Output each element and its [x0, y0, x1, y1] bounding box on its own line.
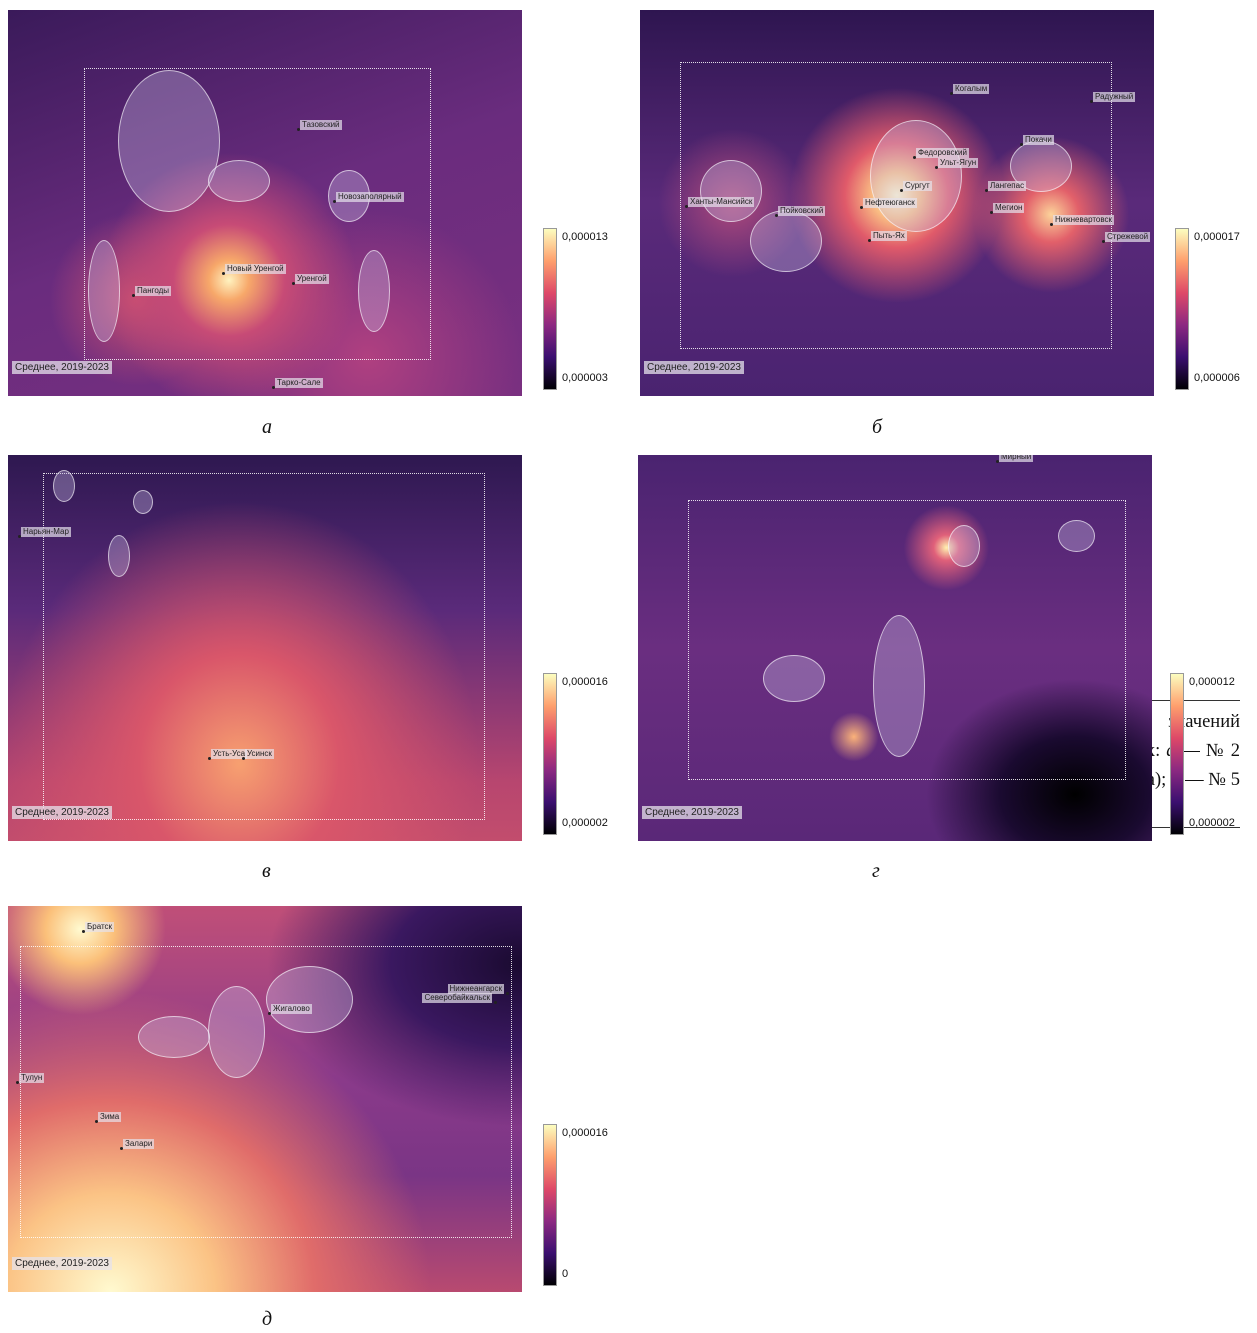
colorbar-max: 0,000012 — [1189, 676, 1235, 688]
hotspot-outline — [266, 966, 353, 1033]
colorbar — [1175, 228, 1189, 390]
city-label: Тулун — [19, 1073, 44, 1083]
city-label: Нижневартовск — [1053, 215, 1114, 225]
city-label: Пангоды — [135, 286, 171, 296]
city-label: Новый Уренгой — [225, 264, 286, 274]
colorbar — [543, 673, 557, 835]
city-label: Тазовский — [300, 120, 342, 130]
city-label: Братск — [85, 922, 114, 932]
city-label: Ульт-Ягун — [938, 158, 978, 168]
period-label: Среднее, 2019-2023 — [644, 361, 744, 374]
city-label: Ханты-Мансийск — [688, 197, 754, 207]
panel-letter: б — [872, 416, 882, 439]
hotspot-outline — [1058, 520, 1095, 552]
city-label: Нефтеюганск — [863, 198, 917, 208]
colorbar-min: 0,000006 — [1194, 372, 1240, 384]
period-label: Среднее, 2019-2023 — [642, 806, 742, 819]
hotspot-outline — [870, 120, 962, 232]
colorbar-min: 0,000002 — [562, 817, 608, 829]
study-area-frame — [20, 946, 512, 1238]
panel-letter: а — [262, 416, 272, 439]
city-label: Северобайкальск — [422, 993, 492, 1003]
colorbar — [543, 228, 557, 390]
hotspot-outline — [118, 70, 220, 212]
city-label: Когалым — [953, 84, 989, 94]
city-label: Лангепас — [988, 181, 1026, 191]
city-label: Усинск — [245, 749, 274, 759]
period-label: Среднее, 2019-2023 — [12, 361, 112, 374]
city-label: Федоровский — [916, 148, 969, 158]
hotspot-outline — [358, 250, 390, 332]
panel-letter: д — [262, 1308, 272, 1331]
hotspot-outline — [948, 525, 980, 567]
map-panel: Мирный Среднее, 2019-2023 — [638, 455, 1152, 841]
panel-letter: г — [872, 860, 880, 883]
colorbar-min: 0,000003 — [562, 372, 608, 384]
city-label: Жигалово — [271, 1004, 312, 1014]
city-label: Пойковский — [778, 206, 825, 216]
city-label: Мирный — [999, 455, 1033, 462]
page: Рис. 5. Пространственное распределение с… — [0, 0, 1257, 1333]
city-marker — [494, 1001, 497, 1004]
city-label: Сургут — [903, 181, 932, 191]
colorbar — [543, 1124, 557, 1286]
hotspot-outline — [873, 615, 925, 757]
map-panel: Тазовский Новозаполярный Новый Уренгой Урен… — [8, 10, 522, 396]
hotspot-outline — [208, 986, 265, 1078]
city-label: Мегион — [993, 203, 1024, 213]
colorbar-min: 0 — [562, 1268, 568, 1280]
hotspot-outline — [133, 490, 153, 514]
colorbar-max: 0,000016 — [562, 676, 608, 688]
colorbar-max: 0,000013 — [562, 231, 608, 243]
period-label: Среднее, 2019-2023 — [12, 1257, 112, 1270]
hotspot-outline — [763, 655, 825, 702]
city-label: Пыть-Ях — [871, 231, 907, 241]
hotspot-outline — [53, 470, 75, 502]
study-area-frame — [43, 473, 485, 820]
city-label: Залари — [123, 1139, 154, 1149]
city-label: Нарьян-Мар — [21, 527, 71, 537]
period-label: Среднее, 2019-2023 — [12, 806, 112, 819]
hotspot-outline — [208, 160, 270, 202]
colorbar-max: 0,000016 — [562, 1127, 608, 1139]
city-label: Тарко-Сале — [275, 378, 323, 388]
city-label: Стрежевой — [1105, 232, 1150, 242]
city-label: Зима — [98, 1112, 121, 1122]
city-label: Покачи — [1023, 135, 1054, 145]
city-marker — [506, 992, 509, 995]
hotspot-outline — [138, 1016, 210, 1058]
city-label: Уренгой — [295, 274, 329, 284]
hotspot-outline — [750, 210, 822, 272]
city-label: Новозаполярный — [336, 192, 404, 202]
colorbar — [1170, 673, 1184, 835]
colorbar-max: 0,000017 — [1194, 231, 1240, 243]
hotspot-outline — [700, 160, 762, 222]
city-label: Радужный — [1093, 92, 1135, 102]
panel-letter: в — [262, 860, 271, 883]
hotspot-outline — [108, 535, 130, 577]
colorbar-min: 0,000002 — [1189, 817, 1235, 829]
hotspot-outline — [88, 240, 120, 342]
